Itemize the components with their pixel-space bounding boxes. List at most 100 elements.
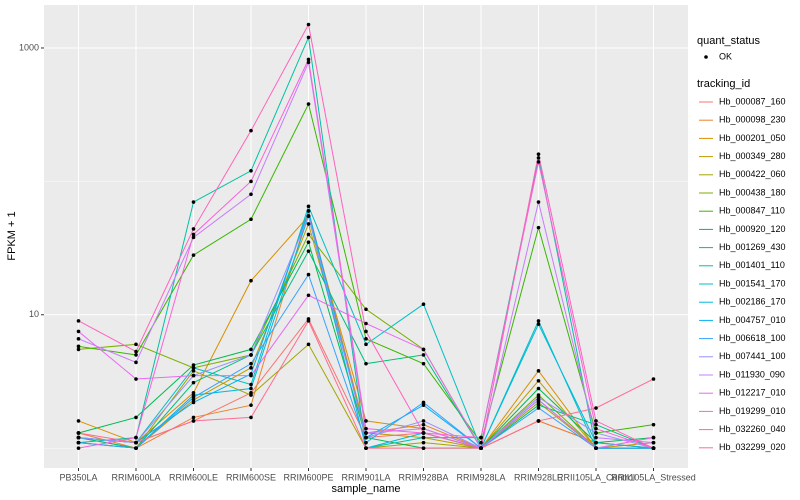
y-axis-title: FPKM + 1 xyxy=(6,211,18,260)
data-point xyxy=(306,57,311,62)
data-point xyxy=(479,435,483,440)
data-point xyxy=(364,337,368,341)
data-point xyxy=(364,440,368,445)
data-point xyxy=(249,366,253,370)
legend-label: Hb_001541_170 xyxy=(719,278,786,288)
data-point xyxy=(421,400,426,405)
data-point xyxy=(249,192,253,197)
x-tick-label: RRIM600SE xyxy=(226,472,276,482)
data-point xyxy=(76,435,81,440)
data-point xyxy=(306,319,311,323)
legend-label: Hb_032260_040 xyxy=(719,424,786,434)
data-point xyxy=(594,431,598,435)
data-point xyxy=(191,235,196,240)
data-point xyxy=(364,435,368,440)
data-point xyxy=(421,435,426,440)
data-point xyxy=(306,240,311,244)
x-tick-label: RRII105LA_Stressed xyxy=(611,472,696,482)
data-point xyxy=(191,380,196,385)
legend-label: Hb_001401_110 xyxy=(719,260,785,270)
data-point xyxy=(594,435,598,440)
data-point xyxy=(651,446,656,450)
legend-label: Hb_002186_170 xyxy=(719,297,786,307)
legend-label: Hb_004757_010 xyxy=(719,315,786,325)
data-point xyxy=(134,360,138,365)
data-point xyxy=(651,440,656,445)
legend-label: Hb_019299_010 xyxy=(719,406,786,416)
data-point xyxy=(364,446,368,450)
data-point xyxy=(306,22,311,27)
data-point xyxy=(76,431,81,435)
legend-title: quant_status xyxy=(697,35,760,47)
data-point xyxy=(364,426,368,431)
data-point xyxy=(306,102,311,106)
data-point xyxy=(536,319,541,323)
data-point xyxy=(594,446,598,450)
legend-label: Hb_001269_430 xyxy=(719,242,786,252)
data-point xyxy=(191,363,196,367)
data-point xyxy=(191,415,196,420)
data-point xyxy=(594,422,598,427)
data-point xyxy=(536,200,541,204)
x-tick-label: PB350LA xyxy=(59,472,97,482)
data-point xyxy=(479,446,483,450)
data-point xyxy=(421,302,426,307)
data-point xyxy=(191,373,196,378)
legend-label: Hb_012217_010 xyxy=(719,388,786,398)
data-point xyxy=(364,431,368,435)
data-point xyxy=(421,403,426,407)
data-point xyxy=(364,342,368,347)
data-point xyxy=(306,222,311,226)
data-point xyxy=(76,344,81,349)
data-point xyxy=(249,361,253,366)
data-point xyxy=(76,446,81,450)
data-point xyxy=(306,249,311,253)
data-point xyxy=(249,128,253,133)
data-point xyxy=(594,406,598,410)
data-point xyxy=(249,403,253,407)
data-point xyxy=(249,179,253,184)
legend-label: Hb_032299_020 xyxy=(719,442,786,452)
data-point xyxy=(536,419,541,423)
data-point xyxy=(134,353,138,357)
data-point xyxy=(306,293,311,298)
legend-label: Hb_007441_100 xyxy=(719,351,786,361)
x-tick-label: RRIM600PE xyxy=(283,472,333,482)
data-point xyxy=(134,415,138,420)
grid xyxy=(44,5,688,468)
data-point xyxy=(191,369,196,373)
data-point xyxy=(421,426,426,431)
data-point xyxy=(536,152,541,156)
legend-point xyxy=(704,55,708,59)
x-tick-label: RRII105LA_Control xyxy=(557,472,635,482)
x-axis-title: sample_name xyxy=(331,483,400,495)
data-point xyxy=(76,319,81,323)
data-point xyxy=(249,373,253,378)
data-point xyxy=(134,377,138,381)
data-point xyxy=(191,227,196,231)
data-point xyxy=(651,377,656,381)
data-point xyxy=(191,398,196,402)
data-point xyxy=(536,322,541,326)
data-point xyxy=(249,386,253,391)
legend-label: Hb_000349_280 xyxy=(719,151,786,161)
data-point xyxy=(421,446,426,450)
y-tick-label: 1000 xyxy=(19,42,39,52)
data-point xyxy=(536,403,541,407)
data-point xyxy=(134,342,138,347)
data-point xyxy=(249,217,253,222)
data-point xyxy=(364,329,368,334)
data-point xyxy=(364,419,368,423)
data-point xyxy=(364,307,368,312)
data-point xyxy=(76,440,81,445)
legend-label: Hb_000920_120 xyxy=(719,224,786,234)
data-point xyxy=(249,415,253,420)
data-point xyxy=(306,35,311,40)
data-point xyxy=(249,353,253,357)
data-point xyxy=(134,349,138,354)
legend-label: Hb_000201_050 xyxy=(719,133,786,143)
data-point xyxy=(536,398,541,402)
data-point xyxy=(536,369,541,373)
data-point xyxy=(306,204,311,209)
